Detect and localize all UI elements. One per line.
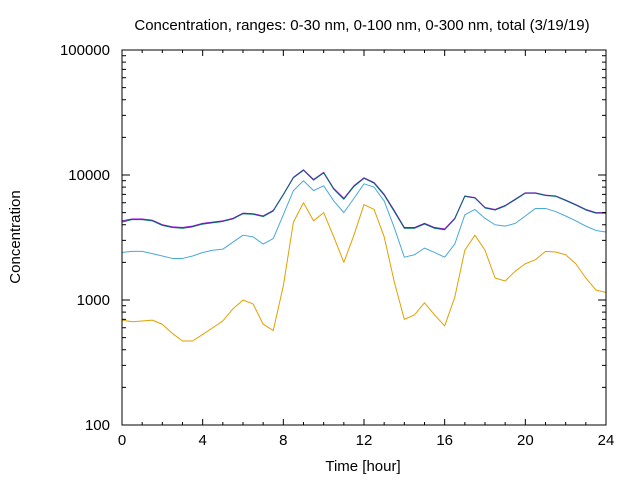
- x-tick-label: 24: [598, 432, 615, 449]
- x-tick-label: 16: [436, 432, 453, 449]
- series-line-1: [121, 202, 607, 342]
- x-tick-label: 12: [356, 432, 373, 449]
- y-tick-label: 10000: [68, 167, 110, 184]
- x-tick-label: 0: [118, 432, 126, 449]
- axis-ticks: 0 4 8 12 16 20 24 100 1000 10000 100000: [60, 42, 614, 449]
- x-tick-label: 4: [198, 432, 206, 449]
- plot-area: [121, 169, 607, 342]
- y-tick-label: 100: [85, 417, 110, 434]
- x-tick-label: 20: [517, 432, 534, 449]
- x-axis-label: Time [hour]: [325, 458, 400, 475]
- plot-frame: [121, 49, 607, 426]
- series-line-4: [121, 169, 606, 231]
- y-tick-label: 1000: [77, 292, 110, 309]
- x-tick-label: 8: [279, 432, 287, 449]
- chart-title: Concentration, ranges: 0-30 nm, 0-100 nm…: [134, 17, 589, 34]
- y-axis-label: Concentration: [7, 190, 24, 283]
- y-tick-label: 100000: [60, 42, 110, 59]
- series-line-2: [121, 180, 607, 259]
